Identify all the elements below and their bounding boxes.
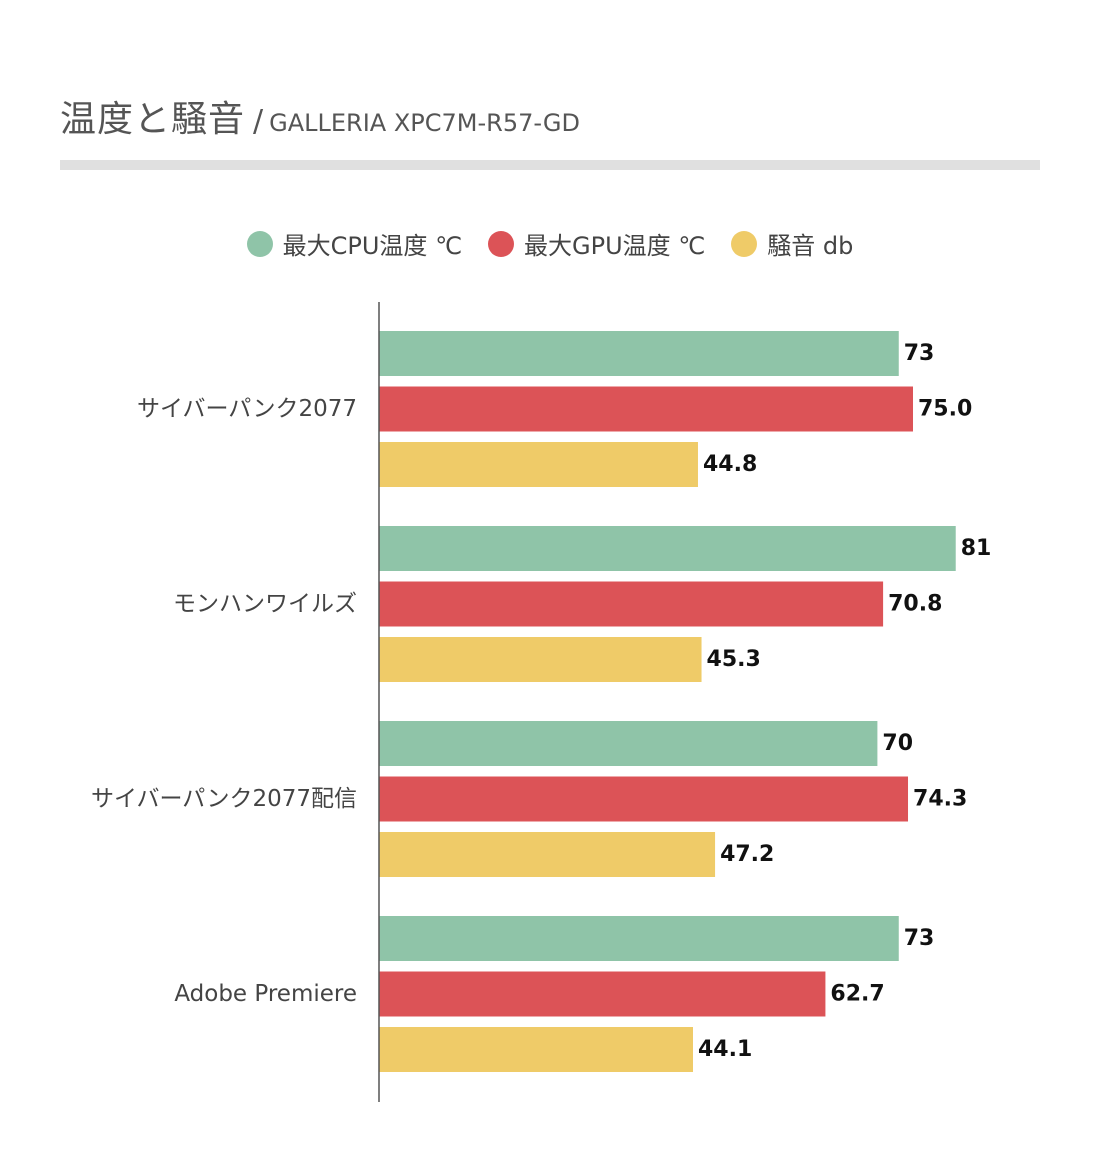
bar-gpu-temp — [379, 971, 826, 1017]
legend-item-noise: 騒音 db — [731, 226, 853, 261]
category-label: モンハンワイルズ — [173, 591, 357, 617]
bar-noise — [379, 637, 702, 682]
data-label: 73 — [904, 926, 935, 951]
title-divider — [60, 160, 1040, 170]
bar-gpu-temp — [379, 581, 884, 627]
chart-title-separator: / — [253, 104, 264, 139]
legend-item-gpu-temp: 最大GPU温度 ℃ — [488, 226, 705, 261]
bar-noise — [379, 1027, 693, 1072]
chart-title: 温度と騒音 / GALLERIA XPC7M-R57-GD — [60, 90, 580, 142]
legend-swatch-cpu-temp — [246, 230, 273, 257]
bar-noise — [379, 442, 698, 487]
bar-cpu-temp — [379, 916, 899, 961]
data-label: 75.0 — [918, 397, 972, 422]
data-label: 70.8 — [888, 592, 942, 617]
bar-noise — [379, 832, 716, 877]
data-label: 45.3 — [707, 647, 761, 672]
category-label: サイバーパンク2077配信 — [91, 786, 357, 812]
legend-label-gpu-temp: 最大GPU温度 ℃ — [524, 232, 706, 260]
chart-title-main: 温度と騒音 — [60, 99, 246, 140]
data-label: 81 — [961, 536, 992, 561]
data-label: 44.8 — [703, 452, 757, 477]
bar-cpu-temp — [379, 331, 899, 376]
legend-swatch-gpu-temp — [488, 230, 515, 257]
legend-swatch-noise — [731, 230, 758, 257]
bar-gpu-temp — [379, 776, 909, 822]
data-label: 44.1 — [698, 1037, 752, 1062]
chart-legend: 最大CPU温度 ℃ 最大GPU温度 ℃ 騒音 db — [0, 226, 1100, 261]
data-label: 74.3 — [913, 787, 967, 812]
category-label: サイバーパンク2077 — [137, 396, 357, 422]
category-label: Adobe Premiere — [174, 981, 357, 1007]
data-label: 73 — [904, 341, 935, 366]
data-label: 62.7 — [830, 982, 884, 1007]
bar-cpu-temp — [379, 721, 878, 766]
legend-item-cpu-temp: 最大CPU温度 ℃ — [246, 226, 463, 261]
data-label: 47.2 — [720, 842, 774, 867]
chart-subtitle: GALLERIA XPC7M-R57-GD — [269, 109, 580, 137]
bar-cpu-temp — [379, 526, 956, 571]
legend-label-noise: 騒音 db — [767, 232, 854, 260]
bar-gpu-temp — [379, 386, 913, 432]
legend-label-cpu-temp: 最大CPU温度 ℃ — [282, 232, 463, 260]
data-label: 70 — [882, 731, 913, 756]
